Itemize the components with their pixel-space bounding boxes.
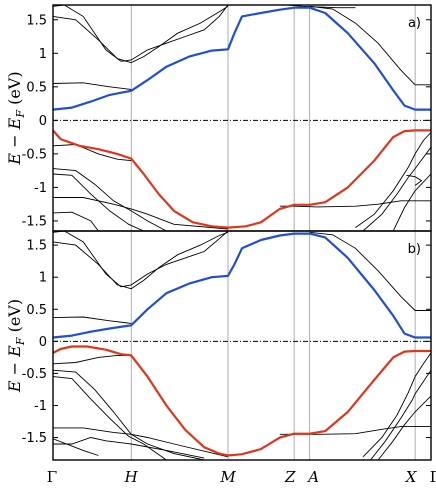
plot-frame <box>52 230 432 461</box>
ytick-label-3: 0 <box>39 114 47 129</box>
kpoint-label-1: H <box>124 468 139 486</box>
ytick-label-4: 0.5 <box>26 80 47 95</box>
ytick-label-3: 0 <box>39 335 47 350</box>
valence-band <box>53 129 431 229</box>
kpoint-label-2: M <box>219 468 236 486</box>
kpoint-label-5: X <box>405 468 418 486</box>
ytick-label-6: 1.5 <box>26 13 47 28</box>
band-line-1 <box>53 231 229 290</box>
ytick-label-2: -0.5 <box>22 147 47 162</box>
conduction-band <box>53 232 431 339</box>
conduction-band <box>53 6 431 111</box>
band-line-4 <box>53 354 132 365</box>
ytick-label-2: -0.5 <box>22 367 47 382</box>
ytick-label-5: 1 <box>39 271 47 286</box>
kpoint-label-4: A <box>306 468 319 486</box>
valence-band <box>53 345 431 457</box>
band-line-13 <box>392 173 431 231</box>
band-line-14 <box>406 174 423 186</box>
band-line-11 <box>362 352 431 458</box>
ytick-label-0: -1.5 <box>22 431 47 446</box>
band-line-1 <box>53 5 229 64</box>
band-line-6 <box>53 168 167 231</box>
band-line-9 <box>53 211 99 231</box>
band-line-9 <box>53 438 99 456</box>
ytick-label-5: 1 <box>39 47 47 62</box>
band-line-0 <box>53 231 229 288</box>
band-line-3 <box>309 5 431 86</box>
band-line-6 <box>53 376 167 460</box>
band-line-4 <box>287 5 356 9</box>
band-line-12 <box>362 146 431 231</box>
band-line-5 <box>53 369 205 460</box>
panel-b: -1.5 -1 -0.5 0 0.5 1 1.5 b) E − EF (eV) <box>5 230 432 461</box>
y-axis-label: E − EF (eV) <box>5 71 27 165</box>
ytick-label-1: -1 <box>34 181 47 196</box>
kpoint-label-6: Γ <box>430 468 436 486</box>
band-line-8 <box>53 197 229 230</box>
panel-tag: a) <box>408 16 421 31</box>
band-line-10 <box>279 200 431 208</box>
ytick-label-0: -1.5 <box>22 214 47 229</box>
kpoint-label-3: Z <box>284 468 296 486</box>
band-line-3 <box>309 231 431 311</box>
band-line-12 <box>370 369 431 460</box>
y-axis-label: E − EF (eV) <box>5 299 27 393</box>
band-line-11 <box>355 132 431 228</box>
band-line-2 <box>53 316 132 324</box>
ytick-label-6: 1.5 <box>26 239 47 254</box>
panel-a: -1.5 -1 -0.5 0 0.5 1 1.5 a) E − EF (eV) <box>5 4 432 232</box>
band-line-0 <box>53 5 229 62</box>
band-line-7 <box>53 427 229 458</box>
band-line-13 <box>377 395 431 460</box>
panel-tag: b) <box>408 242 421 257</box>
band-line-7 <box>53 173 144 231</box>
ytick-label-4: 0.5 <box>26 303 47 318</box>
ytick-label-1: -1 <box>34 399 47 414</box>
band-line-5 <box>53 144 132 162</box>
band-line-2 <box>53 82 132 90</box>
band-line-8 <box>53 437 205 459</box>
kpoint-label-0: Γ <box>47 468 57 486</box>
